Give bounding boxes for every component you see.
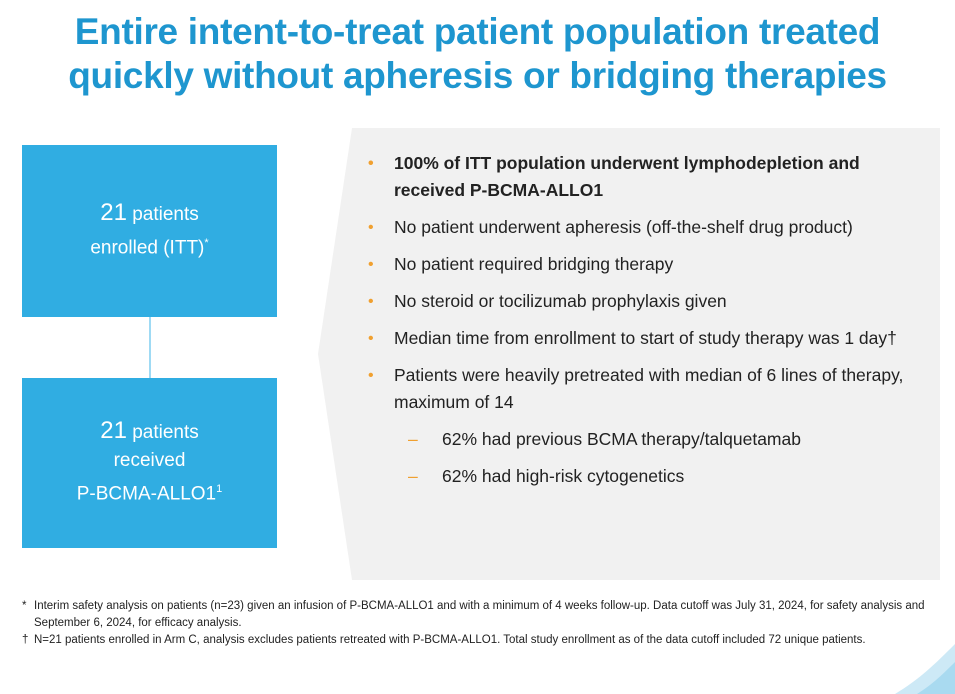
slide-title-line2: quickly without apheresis or bridging th… xyxy=(68,55,887,96)
dash-icon: – xyxy=(408,429,418,449)
enrolled-unit: patients xyxy=(132,204,199,226)
received-unit: patients xyxy=(132,422,199,444)
sub-bullet-item: –62% had high-risk cytogenetics xyxy=(368,463,928,490)
enrolled-line1: 21 patients xyxy=(100,199,199,229)
bullet-dot-icon: • xyxy=(368,293,374,310)
bullet-dot-icon: • xyxy=(368,256,374,273)
bullet-item: • No patient required bridging therapy xyxy=(368,251,928,278)
bullet-item: • 100% of ITT population underwent lympho… xyxy=(368,150,928,204)
enrolled-count: 21 xyxy=(100,199,127,227)
dash-icon: – xyxy=(408,466,418,486)
slide-title-line1: Entire intent-to-treat patient populatio… xyxy=(74,11,881,52)
bullet-item: • Patients were heavily pretreated with m… xyxy=(368,362,928,416)
footnote: † N=21 patients enrolled in Arm C, analys… xyxy=(22,632,942,649)
received-line3: P-BCMA-ALLO11 xyxy=(77,475,223,508)
bullet-dot-icon: • xyxy=(368,219,374,236)
bullet-item: • Median time from enrollment to start of… xyxy=(368,325,928,352)
footnote: * Interim safety analysis on patients (n=… xyxy=(22,598,942,632)
bullet-dot-icon: • xyxy=(368,155,374,172)
received-box: 21 patients received P-BCMA-ALLO11 xyxy=(22,378,277,548)
received-label: received xyxy=(113,450,186,472)
bullet-list: • 100% of ITT population underwent lympho… xyxy=(368,150,928,500)
enrolled-box: 21 patients enrolled (ITT)* xyxy=(22,145,277,317)
footnote-text: N=21 patients enrolled in Arm C, analysi… xyxy=(34,634,866,646)
slide-title: Entire intent-to-treat patient populatio… xyxy=(0,10,955,98)
footnote-mark: † xyxy=(22,634,29,646)
flow-connector xyxy=(149,317,151,378)
sub-bullet-item: –62% had previous BCMA therapy/talquetam… xyxy=(368,426,928,453)
enrolled-line2: enrolled (ITT)* xyxy=(90,229,208,262)
enrolled-label: enrolled (ITT) xyxy=(90,237,205,259)
received-line1: 21 patients xyxy=(100,417,199,447)
bullet-item: • No steroid or tocilizumab prophylaxis g… xyxy=(368,288,928,315)
footnotes: * Interim safety analysis on patients (n=… xyxy=(22,598,942,649)
received-count: 21 xyxy=(100,417,127,445)
bullet-item: • No patient underwent apheresis (off-the… xyxy=(368,214,928,241)
footnote-mark: * xyxy=(22,600,27,612)
received-product: P-BCMA-ALLO1 xyxy=(76,483,217,505)
received-footnote-mark: 1 xyxy=(216,483,223,496)
bullet-dot-icon: • xyxy=(368,367,374,384)
enrolled-footnote-mark: * xyxy=(204,237,209,250)
footnote-text: Interim safety analysis on patients (n=2… xyxy=(34,600,925,629)
corner-decoration xyxy=(895,644,955,694)
bullet-dot-icon: • xyxy=(368,330,374,347)
summary-panel xyxy=(318,128,940,580)
